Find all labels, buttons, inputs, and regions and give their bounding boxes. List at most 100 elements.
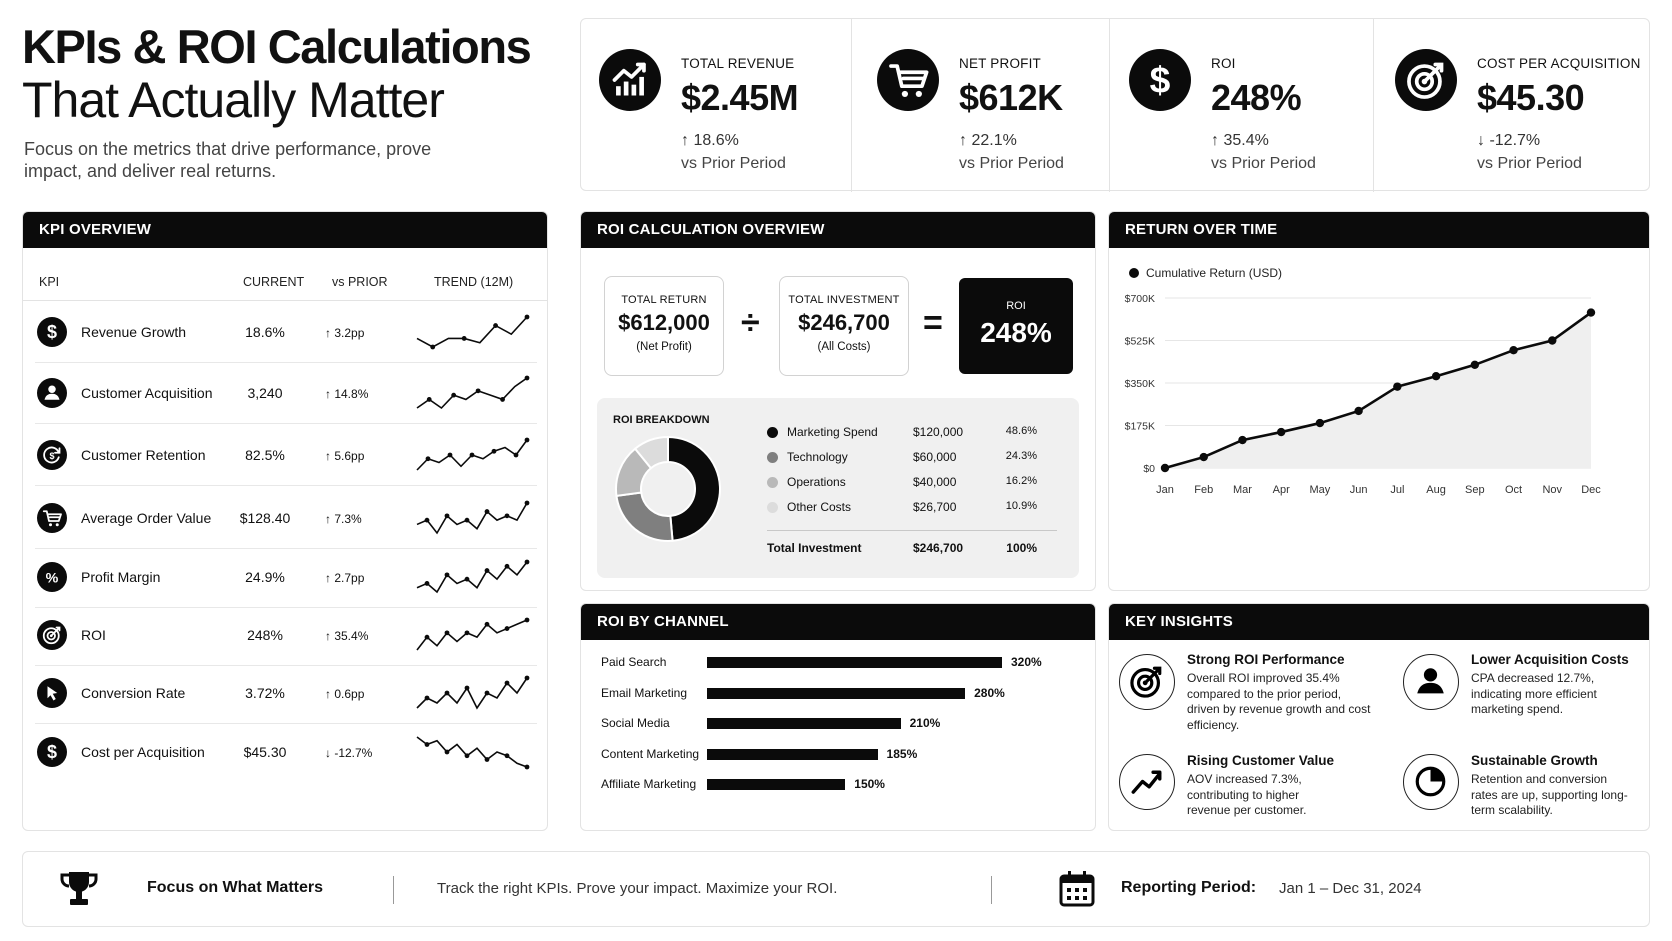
- kpi-prior: vs Prior Period: [959, 155, 1064, 172]
- legend-amount: $26,700: [913, 500, 957, 514]
- sparkline-line: [416, 377, 528, 410]
- trend-sparkline: [416, 437, 530, 471]
- channel-bar: [707, 779, 846, 790]
- table-row[interactable]: Profit Margin 24.9% ↑ 2.7pp: [35, 546, 537, 608]
- divider: [35, 723, 537, 724]
- table-row[interactable]: Customer Retention 82.5% ↑ 5.6pp: [35, 424, 537, 486]
- total-return-box: TOTAL RETURN $612,000 (Net Profit): [604, 276, 724, 376]
- insight-title: Strong ROI Performance: [1187, 652, 1345, 667]
- data-point: [1238, 435, 1247, 445]
- sparkline-point: [444, 513, 450, 519]
- footer-focus: Focus on What Matters: [147, 879, 324, 896]
- x-tick-label: Jun: [1350, 484, 1368, 496]
- sparkline-point: [524, 314, 530, 320]
- column-header-kpi: KPI: [39, 275, 60, 289]
- sparkline-point: [504, 513, 510, 519]
- legend-pct: 16.2%: [1005, 475, 1037, 487]
- page-title-line2: That Actually Matter: [22, 72, 445, 128]
- sparkline-line: [416, 677, 528, 710]
- kpi-vs-prior: ↑ 2.7pp: [325, 571, 365, 585]
- trend-up-chart-icon: [599, 49, 661, 111]
- legend-row: Technology $60,000 24.3%: [767, 449, 1057, 469]
- kpi-change: ↑ 35.4%: [1211, 132, 1269, 149]
- data-point: [1586, 308, 1596, 317]
- kpi-value: $2.45M: [681, 77, 799, 118]
- table-row[interactable]: Conversion Rate 3.72% ↑ 0.6pp: [35, 662, 537, 724]
- roi-calculation-panel: ROI CALCULATION OVERVIEW TOTAL RETURN $6…: [580, 211, 1096, 591]
- sparkline-point: [447, 452, 453, 458]
- legend-pct: 10.9%: [1005, 500, 1037, 512]
- data-point: [1276, 427, 1286, 437]
- footer-bar: Focus on What Matters Track the right KP…: [22, 851, 1650, 927]
- channel-bar: [707, 718, 901, 729]
- kpi-change: ↑ 18.6%: [681, 132, 739, 149]
- panel-title: RETURN OVER TIME: [1109, 212, 1649, 248]
- insight-title: Sustainable Growth: [1471, 753, 1598, 768]
- breakdown-donut-chart: [615, 435, 721, 542]
- page-title: KPIs & ROI Calculations: [22, 20, 532, 73]
- sparkline-point: [424, 581, 430, 586]
- area-fill: [1165, 312, 1591, 468]
- x-tick-label: Jul: [1390, 484, 1404, 496]
- column-header-trend: TREND (12M): [434, 275, 514, 289]
- divider: [35, 362, 537, 363]
- dollar-icon: [37, 317, 67, 347]
- sparkline-line: [416, 561, 528, 594]
- kpi-prior: vs Prior Period: [681, 155, 786, 172]
- divider: [35, 485, 537, 486]
- reporting-period-label: Reporting Period:: [1121, 879, 1257, 896]
- channel-label: Email Marketing: [601, 685, 688, 700]
- kpi-name: Revenue Growth: [81, 324, 187, 340]
- kpi-vs-prior: ↑ 3.2pp: [325, 326, 365, 340]
- total-amount: $246,700: [913, 541, 964, 555]
- table-row[interactable]: Customer Acquisition 3,240 ↑ 14.8%: [35, 362, 537, 424]
- kpi-card-total-revenue[interactable]: TOTAL REVENUE $2.45M ↑ 18.6% vs Prior Pe…: [581, 19, 841, 192]
- column-header-prior: vs PRIOR: [332, 275, 388, 289]
- kpi-card-net-profit[interactable]: NET PROFIT $612K ↑ 22.1% vs Prior Period: [859, 19, 1109, 192]
- kpi-prior: vs Prior Period: [1477, 155, 1582, 172]
- roi-result-value: 248%: [980, 317, 1052, 348]
- legend-dot: [1129, 268, 1139, 278]
- legend-row: Other Costs $26,700 10.9%: [767, 499, 1057, 519]
- shopping-cart-icon: [37, 503, 67, 533]
- data-point: [1354, 406, 1363, 416]
- kpi-change: ↓ -12.7%: [1477, 132, 1541, 149]
- sparkline-point: [524, 375, 530, 381]
- table-row[interactable]: Cost per Acquisition $45.30 ↓ -12.7%: [35, 721, 537, 783]
- refresh-dollar-icon: [37, 440, 67, 470]
- trend-sparkline: [416, 675, 530, 710]
- equals-operator: =: [923, 304, 943, 342]
- sparkline-line: [416, 736, 528, 768]
- table-row[interactable]: Average Order Value $128.40 ↑ 7.3%: [35, 487, 537, 549]
- calendar-icon: [1059, 871, 1095, 907]
- divide-operator: ÷: [741, 304, 760, 342]
- column-header-current: CURRENT: [243, 275, 305, 289]
- kpi-card-cost-per-acquisition[interactable]: COST PER ACQUISITION $45.30 ↓ -12.7% vs …: [1377, 19, 1649, 192]
- kpi-change: ↑ 22.1%: [959, 132, 1017, 149]
- x-tick-label: Nov: [1542, 484, 1562, 496]
- kpi-card-roi[interactable]: ROI 248% ↑ 35.4% vs Prior Period: [1111, 19, 1371, 192]
- sparkline-point: [464, 685, 470, 691]
- kpi-vs-prior: ↑ 5.6pp: [325, 449, 365, 463]
- sparkline-point: [504, 626, 510, 631]
- total-investment-label: TOTAL INVESTMENT: [788, 294, 900, 306]
- trend-up-icon: [1119, 754, 1175, 810]
- data-point: [1199, 452, 1208, 462]
- kpi-current: 24.9%: [245, 569, 285, 585]
- y-tick-label: $700K: [1125, 293, 1155, 305]
- divider: [1109, 19, 1110, 192]
- divider: [1373, 19, 1374, 192]
- kpi-current: 3.72%: [245, 685, 285, 701]
- divider: [35, 607, 537, 608]
- panel-title: KPI OVERVIEW: [23, 212, 547, 248]
- table-row[interactable]: Revenue Growth 18.6% ↑ 3.2pp: [35, 301, 537, 363]
- kpi-prior: vs Prior Period: [1211, 155, 1316, 172]
- sparkline-point: [484, 757, 490, 762]
- y-tick-label: $175K: [1125, 421, 1155, 433]
- table-row[interactable]: ROI 248% ↑ 35.4%: [35, 604, 537, 666]
- x-tick-label: Mar: [1233, 484, 1252, 496]
- legend-amount: $40,000: [913, 475, 957, 489]
- sparkline-point: [500, 397, 505, 402]
- divider: [991, 876, 992, 904]
- sparkline-point: [475, 388, 481, 394]
